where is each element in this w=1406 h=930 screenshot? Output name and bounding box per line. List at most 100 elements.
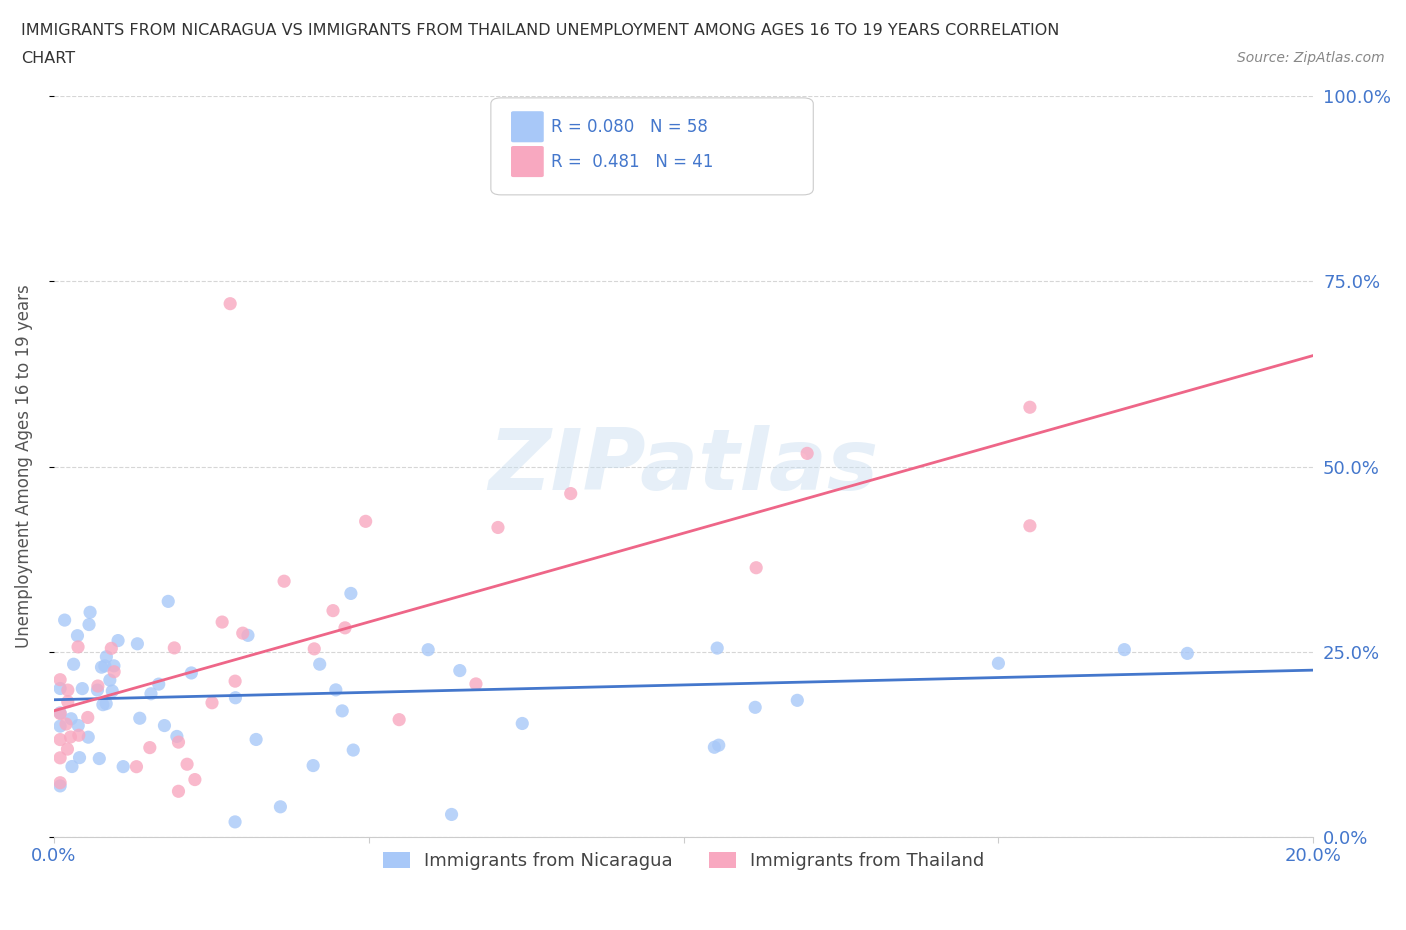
Point bbox=[60, 759, 83, 774]
Point bbox=[236, 628, 259, 643]
Point bbox=[49, 719, 72, 734]
Point bbox=[49, 732, 72, 747]
Point bbox=[49, 706, 72, 721]
Point bbox=[340, 586, 363, 601]
Point bbox=[96, 649, 118, 664]
Point bbox=[103, 658, 125, 673]
Text: R = 0.080   N = 58: R = 0.080 N = 58 bbox=[551, 118, 709, 136]
Point bbox=[325, 683, 347, 698]
Point bbox=[79, 604, 101, 619]
Point bbox=[510, 716, 533, 731]
Point bbox=[744, 700, 766, 715]
Point bbox=[163, 641, 186, 656]
Point bbox=[69, 751, 91, 765]
Point bbox=[987, 656, 1010, 671]
Text: ZIPatlas: ZIPatlas bbox=[488, 425, 879, 508]
Point bbox=[62, 657, 84, 671]
Point bbox=[703, 740, 725, 755]
Point bbox=[745, 560, 768, 575]
Point bbox=[89, 751, 111, 766]
Point bbox=[53, 613, 76, 628]
Point bbox=[101, 684, 124, 698]
Point bbox=[167, 735, 190, 750]
Point bbox=[1019, 518, 1042, 533]
Point bbox=[153, 718, 176, 733]
Point bbox=[1114, 643, 1136, 658]
Point bbox=[224, 815, 246, 830]
Point bbox=[440, 807, 463, 822]
Point bbox=[330, 703, 353, 718]
Point bbox=[86, 683, 108, 698]
Point bbox=[56, 742, 79, 757]
Point bbox=[166, 729, 188, 744]
Point bbox=[76, 710, 98, 724]
Point bbox=[342, 743, 364, 758]
Point bbox=[77, 730, 100, 745]
Point bbox=[245, 732, 267, 747]
Point bbox=[112, 759, 135, 774]
Point bbox=[211, 615, 233, 630]
Point bbox=[127, 636, 149, 651]
Point bbox=[55, 717, 77, 732]
Point bbox=[180, 666, 202, 681]
Point bbox=[167, 784, 190, 799]
Point bbox=[66, 629, 89, 644]
Point bbox=[49, 778, 72, 793]
Point bbox=[87, 679, 110, 694]
Point bbox=[333, 620, 356, 635]
Point bbox=[91, 698, 114, 712]
FancyBboxPatch shape bbox=[491, 98, 813, 195]
Point bbox=[219, 297, 242, 312]
Point bbox=[418, 643, 440, 658]
Point bbox=[302, 642, 325, 657]
Point bbox=[148, 677, 170, 692]
Point bbox=[67, 718, 90, 733]
Point bbox=[96, 697, 118, 711]
Point bbox=[1019, 400, 1042, 415]
Point bbox=[157, 594, 180, 609]
Text: Source: ZipAtlas.com: Source: ZipAtlas.com bbox=[1237, 51, 1385, 65]
Text: IMMIGRANTS FROM NICARAGUA VS IMMIGRANTS FROM THAILAND UNEMPLOYMENT AMONG AGES 16: IMMIGRANTS FROM NICARAGUA VS IMMIGRANTS … bbox=[21, 23, 1060, 38]
Point bbox=[184, 772, 207, 787]
FancyBboxPatch shape bbox=[510, 112, 544, 142]
FancyBboxPatch shape bbox=[510, 146, 544, 177]
Point bbox=[98, 672, 121, 687]
Point bbox=[49, 681, 72, 696]
Point bbox=[56, 695, 79, 710]
Point bbox=[707, 737, 730, 752]
Text: R =  0.481   N = 41: R = 0.481 N = 41 bbox=[551, 153, 714, 170]
Point bbox=[354, 514, 377, 529]
Point bbox=[786, 693, 808, 708]
Point bbox=[59, 729, 82, 744]
Text: CHART: CHART bbox=[21, 51, 75, 66]
Point bbox=[139, 740, 162, 755]
Point bbox=[128, 711, 150, 725]
Point bbox=[49, 751, 72, 765]
Point bbox=[486, 520, 509, 535]
Point bbox=[302, 758, 325, 773]
Point bbox=[388, 712, 411, 727]
Point bbox=[125, 759, 148, 774]
Legend: Immigrants from Nicaragua, Immigrants from Thailand: Immigrants from Nicaragua, Immigrants fr… bbox=[374, 844, 994, 880]
Point bbox=[449, 663, 471, 678]
Point bbox=[706, 641, 728, 656]
Point bbox=[49, 706, 72, 721]
Point bbox=[322, 604, 344, 618]
Y-axis label: Unemployment Among Ages 16 to 19 years: Unemployment Among Ages 16 to 19 years bbox=[15, 285, 32, 648]
Point bbox=[49, 776, 72, 790]
Point bbox=[60, 711, 83, 726]
Point bbox=[90, 659, 112, 674]
Point bbox=[67, 728, 90, 743]
Point bbox=[465, 676, 488, 691]
Point bbox=[107, 633, 129, 648]
Point bbox=[176, 757, 198, 772]
Point bbox=[103, 664, 125, 679]
Point bbox=[796, 445, 818, 460]
Point bbox=[67, 640, 90, 655]
Point bbox=[94, 658, 117, 673]
Point bbox=[49, 672, 72, 687]
Point bbox=[201, 696, 224, 711]
Point bbox=[224, 673, 246, 688]
Point bbox=[100, 641, 122, 656]
Point bbox=[72, 681, 94, 696]
